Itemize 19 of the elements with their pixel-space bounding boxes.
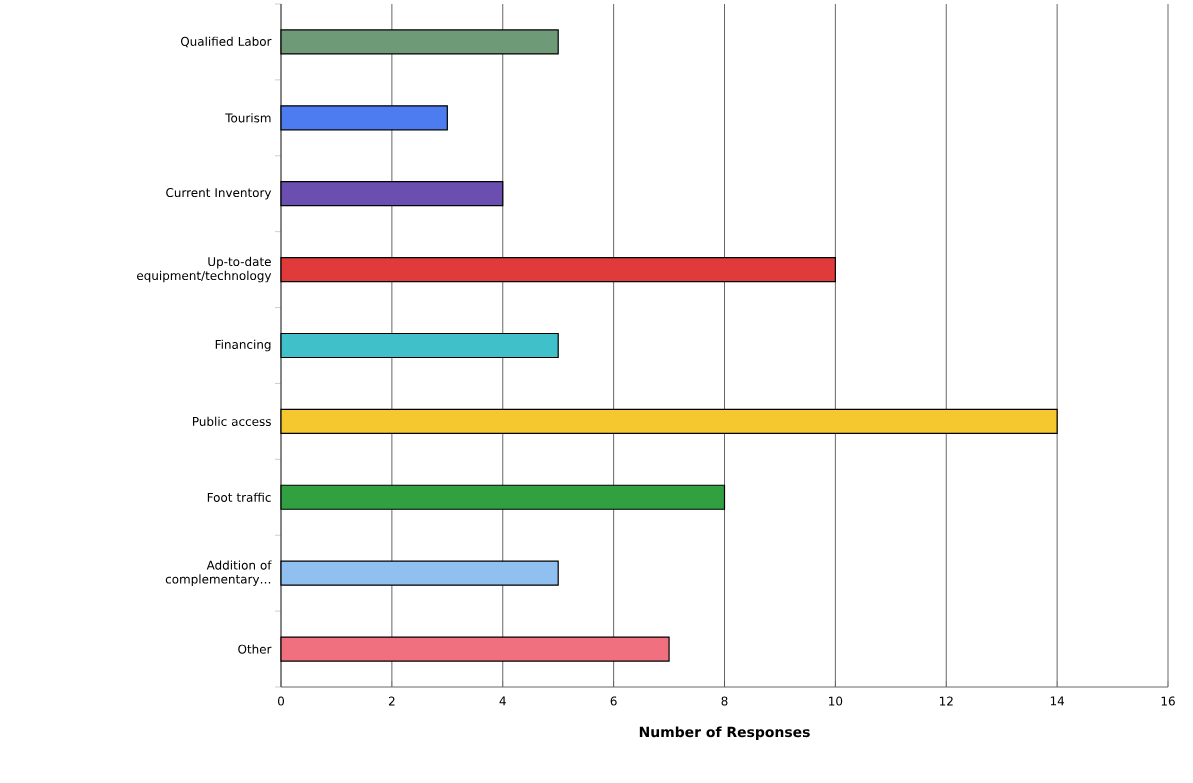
x-tick-label: 6: [610, 696, 617, 706]
x-tick-label: 16: [1161, 696, 1175, 706]
x-axis-title: Number of Responses: [639, 726, 810, 740]
y-tick-label: Qualified Labor: [180, 36, 272, 48]
y-tick-label: Other: [238, 644, 272, 654]
y-tick-label: Public access: [193, 416, 271, 427]
y-tick-label: Current Inventory: [166, 188, 272, 200]
y-tick-label: Tourism: [225, 113, 271, 123]
x-tick-label: 2: [388, 696, 395, 706]
x-tick-label: 0: [277, 696, 285, 706]
x-tick-label: 8: [721, 696, 728, 706]
x-tick-label: 4: [499, 696, 506, 706]
y-tick-label: Up-to-date equipment/technology: [137, 256, 272, 283]
x-tick-label: 14: [1050, 696, 1065, 706]
y-tick-label: Financing: [215, 339, 271, 352]
y-tick-label: Addition of complementary…: [165, 560, 272, 586]
y-tick-label: Foot traffic: [207, 492, 271, 502]
x-tick-label: 10: [829, 696, 843, 706]
x-tick-label: 12: [939, 696, 953, 706]
